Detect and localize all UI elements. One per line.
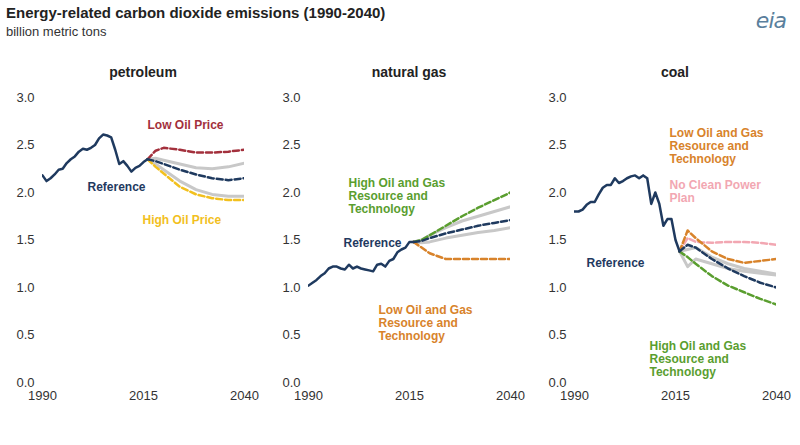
svg-text:2015: 2015 xyxy=(395,388,424,403)
svg-text:2.0: 2.0 xyxy=(16,185,34,200)
svg-text:High Oil Price: High Oil Price xyxy=(143,213,222,227)
html-text:eia: eia xyxy=(755,8,786,33)
svg-text:Reference: Reference xyxy=(587,256,645,270)
html-text:coal: coal xyxy=(661,64,689,80)
svg-text:3.0: 3.0 xyxy=(548,90,566,105)
svg-text:2015: 2015 xyxy=(661,388,690,403)
html-text:billion metric tons: billion metric tons xyxy=(6,24,107,39)
svg-text:1.5: 1.5 xyxy=(282,232,300,247)
svg-text:0.0: 0.0 xyxy=(282,374,301,390)
svg-text:1990: 1990 xyxy=(294,388,323,403)
svg-text:1.0: 1.0 xyxy=(16,280,34,295)
svg-text:1990: 1990 xyxy=(28,388,57,403)
svg-text:2015: 2015 xyxy=(129,388,158,403)
svg-text:1.5: 1.5 xyxy=(548,232,566,247)
svg-text:No Clean PowerPlan: No Clean PowerPlan xyxy=(670,178,762,205)
svg-text:2.5: 2.5 xyxy=(16,137,34,152)
svg-text:Low Oil Price: Low Oil Price xyxy=(148,118,224,132)
svg-text:3.0: 3.0 xyxy=(282,90,300,105)
svg-text:2040: 2040 xyxy=(496,388,525,403)
svg-text:1.0: 1.0 xyxy=(282,280,300,295)
svg-text:Low Oil and GasResource andTec: Low Oil and GasResource andTechnology xyxy=(379,303,473,343)
svg-text:High Oil and GasResource andTe: High Oil and GasResource andTechnology xyxy=(650,339,747,379)
svg-text:1.5: 1.5 xyxy=(16,232,34,247)
html-text:natural gas: natural gas xyxy=(371,64,447,80)
html-text:Energy-related carbon dioxide: Energy-related carbon dioxide emissions … xyxy=(6,4,386,21)
svg-text:Reference: Reference xyxy=(344,236,402,250)
html-text:petroleum: petroleum xyxy=(109,64,177,80)
svg-text:Low Oil and GasResource andTec: Low Oil and GasResource andTechnology xyxy=(670,126,764,166)
svg-text:2.5: 2.5 xyxy=(282,137,300,152)
svg-text:2.0: 2.0 xyxy=(282,185,300,200)
svg-text:2040: 2040 xyxy=(762,388,791,403)
svg-text:0.5: 0.5 xyxy=(548,327,566,342)
svg-text:1.0: 1.0 xyxy=(548,280,566,295)
svg-text:0.0: 0.0 xyxy=(16,374,35,390)
svg-text:High Oil and GasResource andTe: High Oil and GasResource andTechnology xyxy=(349,176,446,216)
svg-text:0.5: 0.5 xyxy=(16,327,34,342)
svg-text:0.0: 0.0 xyxy=(548,374,567,390)
svg-text:Reference: Reference xyxy=(88,180,146,194)
svg-text:2040: 2040 xyxy=(230,388,259,403)
svg-text:1990: 1990 xyxy=(560,388,589,403)
svg-text:2.5: 2.5 xyxy=(548,137,566,152)
svg-text:3.0: 3.0 xyxy=(16,90,34,105)
svg-text:0.5: 0.5 xyxy=(282,327,300,342)
svg-text:2.0: 2.0 xyxy=(548,185,566,200)
